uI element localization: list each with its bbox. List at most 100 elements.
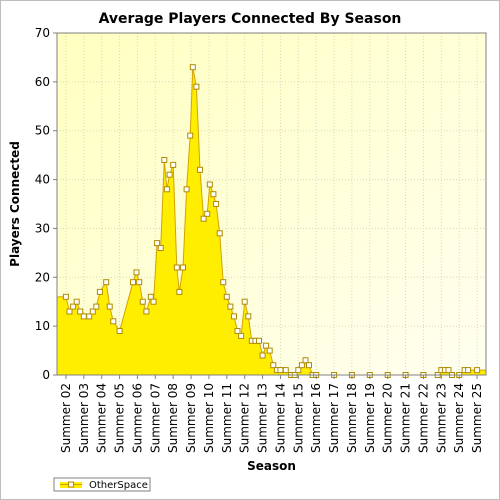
x-tick-label: Summer 08 [166,383,180,453]
x-tick-label: Summer 12 [238,383,252,453]
data-point [110,318,117,325]
data-point [238,332,245,339]
y-tick-labels: 0 10 20 30 40 50 60 70 [35,26,50,382]
data-point [270,362,277,369]
data-point [183,186,190,193]
data-point [157,245,164,251]
y-tick-label: 40 [35,173,50,187]
data-point [197,166,203,173]
x-tick-label: Summer 24 [452,383,466,453]
data-point [465,367,472,374]
x-tick-label: Summer 10 [202,383,216,453]
x-tick-label: Summer 02 [59,383,73,453]
x-tick-label: Summer 16 [309,383,323,453]
x-tick-label: Summer 21 [399,383,413,453]
x-tick-labels: Summer 02 Summer 03 Summer 04 Summer 05 Summ… [59,383,484,453]
x-tick-label: Summer 22 [416,383,430,453]
series-area [57,67,486,375]
data-point [259,352,266,359]
data-point [133,269,140,276]
data-point [80,313,87,320]
data-point [302,357,309,364]
x-tick-label: Summer 25 [470,383,484,453]
data-point [245,313,252,320]
data-point [234,328,241,334]
data-point [223,293,230,300]
data-point [89,308,96,315]
x-tick-label: Summer 14 [273,383,287,453]
data-point [306,362,312,369]
data-point [130,279,136,286]
data-point [106,303,113,310]
data-point [70,303,77,310]
data-point [204,210,211,217]
data-point [213,201,220,207]
data-point [170,161,177,168]
data-point [227,303,234,310]
y-axis-label: Players Connected [8,141,22,267]
data-point [62,293,69,300]
y-tick-label: 70 [35,26,50,40]
x-tick-label: Summer 20 [381,383,395,453]
data-point [266,347,273,354]
data-point [445,367,452,374]
x-tick-label: Summer 15 [291,383,305,453]
data-point [136,279,143,286]
data-point [86,313,93,320]
y-tick-label: 20 [35,270,50,284]
x-tick-label: Summer 06 [130,383,144,453]
data-point [161,157,168,163]
data-point [163,186,170,193]
data-point [77,308,84,315]
data-point [116,328,123,334]
y-tick-label: 0 [42,368,50,382]
x-tick-label: Summer 09 [184,383,198,453]
data-point [256,337,262,344]
x-tick-label: Summer 05 [113,383,127,453]
data-point [147,293,154,300]
data-point [150,298,157,305]
x-tick-label: Summer 13 [256,383,270,453]
y-tick-label: 50 [35,124,50,138]
data-point [474,367,481,374]
data-point [206,181,213,188]
legend: OtherSpace [53,477,151,492]
data-point [154,240,161,247]
data-point [263,342,270,349]
data-point [96,288,103,295]
data-point [295,367,302,374]
data-point [103,279,110,286]
plot-border [56,32,487,376]
x-tick-label: Summer 19 [363,383,377,453]
data-point [73,298,80,305]
data-point [216,230,223,237]
y-tick-label: 60 [35,75,50,89]
data-point [166,171,173,178]
data-point [231,313,237,320]
data-point [200,215,207,222]
x-axis-label: Season [247,459,296,473]
x-tick-label: Summer 23 [434,383,448,453]
y-tick-label: 10 [35,319,50,333]
legend-marker [68,481,74,488]
data-point [173,264,180,271]
data-point [180,264,186,271]
data-point [139,298,146,305]
data-point [193,83,200,90]
x-tick-label: Summer 04 [95,383,109,453]
x-tick-label: Summer 07 [148,383,162,453]
data-point [189,64,196,71]
data-point [210,191,217,198]
x-tick-label: Summer 17 [327,383,341,453]
data-point [277,367,284,374]
data-point [187,132,194,139]
data-point [143,308,150,315]
data-point [176,288,183,295]
data-point [93,303,100,310]
data-point [66,308,73,315]
axes [53,32,487,379]
data-point [241,298,248,305]
legend-label: OtherSpace [89,480,148,491]
x-tick-label: Summer 03 [77,383,91,453]
